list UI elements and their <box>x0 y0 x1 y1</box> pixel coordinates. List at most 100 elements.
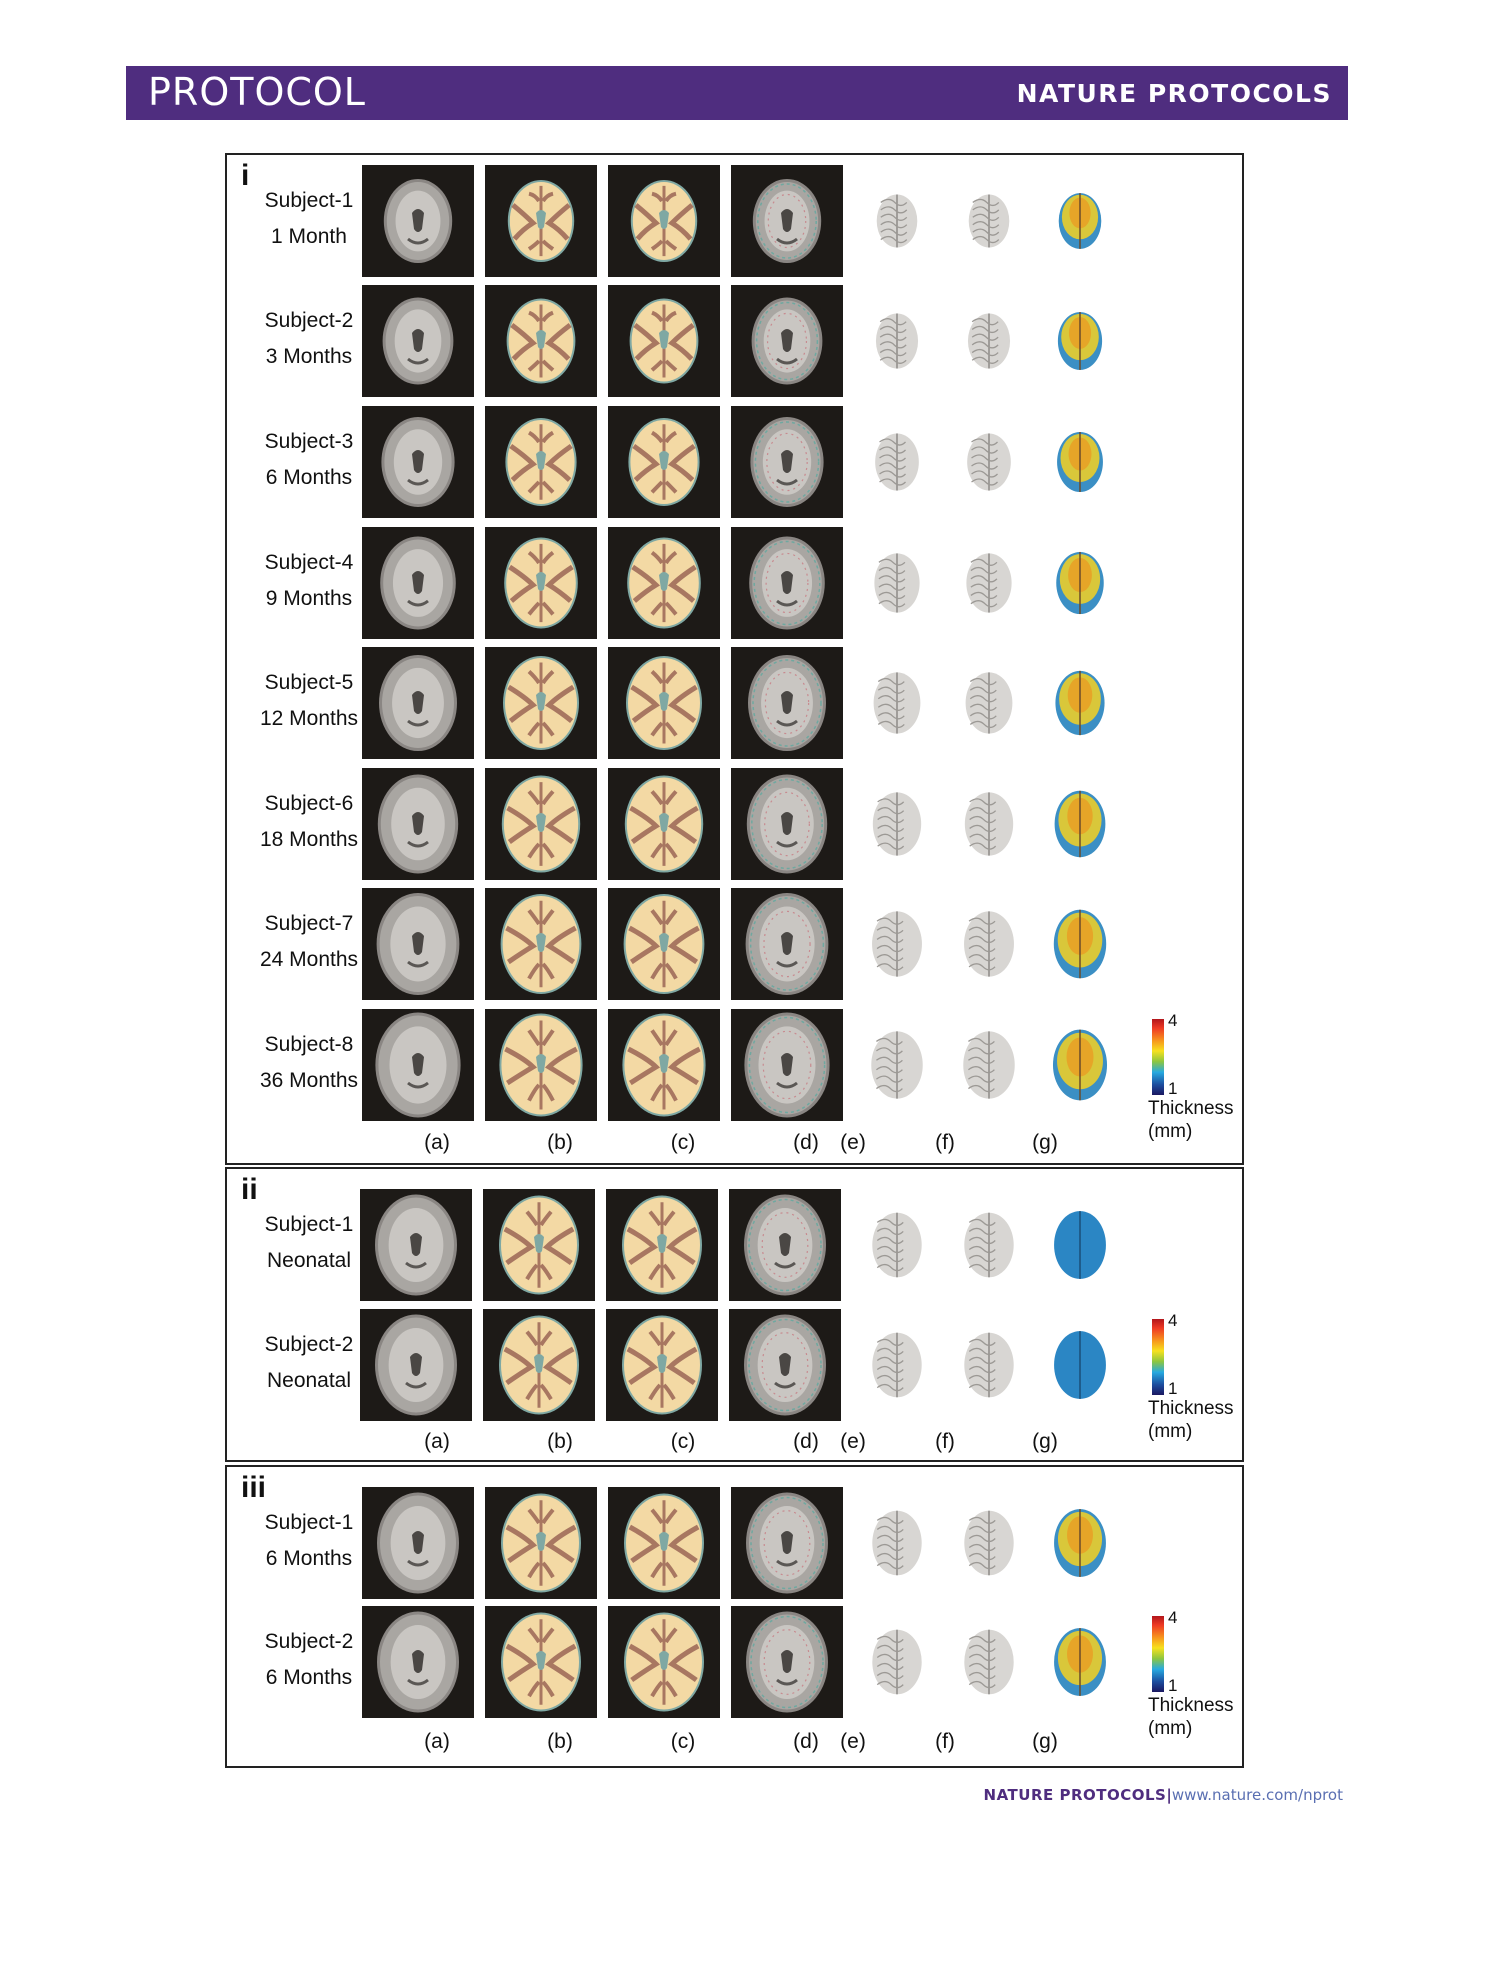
brain-slice-image <box>483 1189 595 1301</box>
brain-slice-image <box>608 406 720 518</box>
cortical-surface-image <box>944 527 1034 639</box>
colorbar-max-label: 4 <box>1168 1011 1178 1030</box>
cortical-surface-image <box>1035 527 1125 639</box>
subject-age: 6 Months <box>265 466 353 489</box>
thickness-colorbar <box>1152 1319 1164 1395</box>
cortical-surface-image <box>852 165 942 277</box>
subject-age: 6 Months <box>265 1666 353 1689</box>
subject-id: Subject-2 <box>264 1333 354 1356</box>
cortical-surface-image <box>944 888 1034 1000</box>
colorbar-min-label: 1 <box>1168 1079 1178 1098</box>
brain-slice-image <box>485 768 597 880</box>
page-footer: NATURE PROTOCOLS|www.nature.com/nprot <box>0 1786 1343 1804</box>
colorbar-title: Thickness (mm) <box>1148 1097 1234 1143</box>
subject-label: Subject-4 9 Months <box>235 545 383 617</box>
brain-slice-image <box>362 285 474 397</box>
colorbar-title: Thickness (mm) <box>1148 1397 1234 1443</box>
cortical-surface-image <box>1035 1606 1125 1718</box>
brain-slice-image <box>362 1009 474 1121</box>
brain-slice-image <box>483 1309 595 1421</box>
column-label: (d) <box>793 1430 819 1453</box>
subject-id: Subject-4 <box>264 551 354 574</box>
column-label: (c) <box>670 1730 696 1753</box>
cortical-surface-image <box>1035 406 1125 518</box>
brain-slice-image <box>485 1009 597 1121</box>
thickness-colorbar <box>1152 1616 1164 1692</box>
subject-label: Subject-2 Neonatal <box>235 1327 383 1399</box>
colorbar-title: Thickness (mm) <box>1148 1694 1234 1740</box>
brain-slice-image <box>731 1487 843 1599</box>
colorbar-title-line2: (mm) <box>1148 1421 1193 1442</box>
cortical-surface-image <box>944 768 1034 880</box>
colorbar-max-label: 4 <box>1168 1311 1178 1330</box>
cortical-surface-image <box>852 1189 942 1301</box>
panel-label: i <box>241 159 250 192</box>
column-label: (f) <box>935 1730 955 1753</box>
brain-slice-image <box>608 768 720 880</box>
brain-slice-image <box>731 768 843 880</box>
column-label: (g) <box>1032 1730 1058 1753</box>
cortical-surface-image <box>1035 768 1125 880</box>
subject-id: Subject-3 <box>264 430 354 453</box>
brain-slice-image <box>731 888 843 1000</box>
brain-slice-image <box>362 165 474 277</box>
brain-slice-image <box>731 1009 843 1121</box>
subject-age: Neonatal <box>266 1249 352 1272</box>
subject-label: Subject-3 6 Months <box>235 424 383 496</box>
colorbar-min-label: 1 <box>1168 1379 1178 1398</box>
footer-separator: | <box>1166 1786 1172 1804</box>
brain-slice-image <box>485 527 597 639</box>
cortical-surface-image <box>852 1009 942 1121</box>
cortical-surface-image <box>852 1309 942 1421</box>
cortical-surface-image <box>852 527 942 639</box>
colorbar-max-label: 4 <box>1168 1608 1178 1627</box>
brain-slice-image <box>485 888 597 1000</box>
column-label: (e) <box>840 1730 866 1753</box>
brain-slice-image <box>606 1189 718 1301</box>
subject-label: Subject-1 1 Month <box>235 183 383 255</box>
subject-label: Subject-2 6 Months <box>235 1624 383 1696</box>
cortical-surface-image <box>852 888 942 1000</box>
column-label: (g) <box>1032 1131 1058 1154</box>
brain-slice-image <box>731 165 843 277</box>
column-label: (f) <box>935 1131 955 1154</box>
column-label: (e) <box>840 1131 866 1154</box>
subject-id: Subject-7 <box>264 912 354 935</box>
brain-slice-image <box>485 285 597 397</box>
subject-age: 24 Months <box>259 948 359 971</box>
subject-id: Subject-5 <box>264 671 354 694</box>
panel-label: iii <box>241 1471 267 1504</box>
colorbar-title-line1: Thickness <box>1148 1695 1234 1716</box>
subject-label: Subject-8 36 Months <box>235 1027 383 1099</box>
colorbar-title-line1: Thickness <box>1148 1098 1234 1119</box>
brain-slice-image <box>608 888 720 1000</box>
cortical-surface-image <box>852 1606 942 1718</box>
brain-slice-image <box>608 1487 720 1599</box>
cortical-surface-image <box>1035 1009 1125 1121</box>
brain-slice-image <box>731 1606 843 1718</box>
cortical-surface-image <box>1035 165 1125 277</box>
column-label: (a) <box>424 1430 450 1453</box>
subject-age: 18 Months <box>259 828 359 851</box>
subject-id: Subject-6 <box>264 792 354 815</box>
column-label: (b) <box>547 1730 573 1753</box>
colorbar-title-line1: Thickness <box>1148 1398 1234 1419</box>
colorbar-title-line2: (mm) <box>1148 1121 1193 1142</box>
figure-panel-ii: ii Subject-1 Neonatal Subject-2 Neonatal (a) (… <box>225 1167 1244 1462</box>
brain-slice-image <box>362 406 474 518</box>
cortical-surface-image <box>944 406 1034 518</box>
subject-age: Neonatal <box>266 1369 352 1392</box>
column-label: (b) <box>547 1131 573 1154</box>
brain-slice-image <box>485 406 597 518</box>
brain-slice-image <box>608 165 720 277</box>
subject-label: Subject-1 Neonatal <box>235 1207 383 1279</box>
brain-slice-image <box>608 527 720 639</box>
subject-id: Subject-1 <box>264 1511 354 1534</box>
column-label: (d) <box>793 1131 819 1154</box>
brain-slice-image <box>362 768 474 880</box>
subject-id: Subject-2 <box>264 309 354 332</box>
brain-slice-image <box>362 647 474 759</box>
column-label: (c) <box>670 1131 696 1154</box>
brain-slice-image <box>731 647 843 759</box>
cortical-surface-image <box>1035 1309 1125 1421</box>
